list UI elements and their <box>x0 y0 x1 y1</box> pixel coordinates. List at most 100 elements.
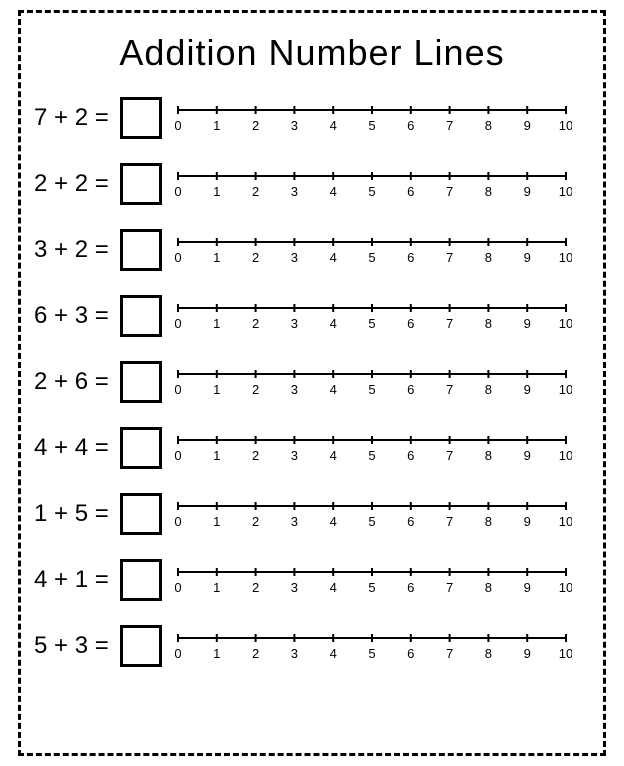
answer-box[interactable] <box>120 97 162 139</box>
equation-text: 2 + 6 = <box>30 368 116 396</box>
tick-label: 4 <box>330 382 337 397</box>
tick-label: 6 <box>407 118 414 133</box>
problem-rows: 7 + 2 =0123456789102 + 2 =0123456789103 … <box>22 96 602 668</box>
tick-label: 10 <box>559 448 572 463</box>
tick-label: 6 <box>407 646 414 661</box>
worksheet-page: Addition Number Lines 7 + 2 =01234567891… <box>0 0 624 766</box>
tick-label: 1 <box>213 250 220 265</box>
problem-row: 1 + 5 =012345678910 <box>30 492 594 536</box>
tick-label: 4 <box>330 118 337 133</box>
tick-label: 5 <box>368 184 375 199</box>
tick-label: 3 <box>291 580 298 595</box>
number-line: 012345678910 <box>172 492 572 532</box>
answer-box[interactable] <box>120 163 162 205</box>
tick-label: 3 <box>291 250 298 265</box>
problem-row: 6 + 3 =012345678910 <box>30 294 594 338</box>
tick-label: 2 <box>252 184 259 199</box>
tick-label: 4 <box>330 316 337 331</box>
tick-label: 5 <box>368 514 375 529</box>
tick-label: 9 <box>524 118 531 133</box>
tick-label: 8 <box>485 646 492 661</box>
tick-label: 10 <box>559 250 572 265</box>
tick-label: 2 <box>252 514 259 529</box>
tick-label: 0 <box>174 118 181 133</box>
tick-label: 8 <box>485 118 492 133</box>
tick-label: 4 <box>330 250 337 265</box>
answer-box[interactable] <box>120 229 162 271</box>
equation-text: 5 + 3 = <box>30 632 116 660</box>
problem-row: 2 + 2 =012345678910 <box>30 162 594 206</box>
answer-box[interactable] <box>120 493 162 535</box>
tick-label: 1 <box>213 646 220 661</box>
equation-text: 4 + 4 = <box>30 434 116 462</box>
tick-label: 3 <box>291 118 298 133</box>
tick-label: 3 <box>291 382 298 397</box>
number-line-container: 012345678910 <box>172 558 594 603</box>
equation-text: 7 + 2 = <box>30 104 116 132</box>
tick-label: 5 <box>368 448 375 463</box>
tick-label: 9 <box>524 184 531 199</box>
answer-box[interactable] <box>120 361 162 403</box>
problem-row: 5 + 3 =012345678910 <box>30 624 594 668</box>
number-line-container: 012345678910 <box>172 96 594 141</box>
tick-label: 6 <box>407 580 414 595</box>
tick-label: 0 <box>174 514 181 529</box>
tick-label: 6 <box>407 514 414 529</box>
tick-label: 3 <box>291 514 298 529</box>
tick-label: 3 <box>291 448 298 463</box>
number-line-container: 012345678910 <box>172 624 594 669</box>
problem-row: 4 + 1 =012345678910 <box>30 558 594 602</box>
answer-box[interactable] <box>120 625 162 667</box>
tick-label: 8 <box>485 514 492 529</box>
answer-box[interactable] <box>120 559 162 601</box>
number-line: 012345678910 <box>172 96 572 136</box>
tick-label: 2 <box>252 448 259 463</box>
tick-label: 3 <box>291 316 298 331</box>
tick-label: 3 <box>291 184 298 199</box>
tick-label: 0 <box>174 646 181 661</box>
equation-text: 2 + 2 = <box>30 170 116 198</box>
tick-label: 9 <box>524 250 531 265</box>
tick-label: 10 <box>559 514 572 529</box>
tick-label: 7 <box>446 316 453 331</box>
tick-label: 8 <box>485 448 492 463</box>
tick-label: 6 <box>407 448 414 463</box>
tick-label: 2 <box>252 316 259 331</box>
tick-label: 9 <box>524 514 531 529</box>
tick-label: 1 <box>213 514 220 529</box>
tick-label: 5 <box>368 580 375 595</box>
number-line-container: 012345678910 <box>172 162 594 207</box>
tick-label: 7 <box>446 580 453 595</box>
tick-label: 8 <box>485 250 492 265</box>
number-line-container: 012345678910 <box>172 426 594 471</box>
tick-label: 10 <box>559 184 572 199</box>
answer-box[interactable] <box>120 427 162 469</box>
tick-label: 2 <box>252 250 259 265</box>
tick-label: 1 <box>213 316 220 331</box>
equation-text: 4 + 1 = <box>30 566 116 594</box>
tick-label: 7 <box>446 514 453 529</box>
answer-box[interactable] <box>120 295 162 337</box>
tick-label: 9 <box>524 316 531 331</box>
number-line: 012345678910 <box>172 624 572 664</box>
number-line-container: 012345678910 <box>172 294 594 339</box>
tick-label: 3 <box>291 646 298 661</box>
number-line-container: 012345678910 <box>172 228 594 273</box>
tick-label: 6 <box>407 250 414 265</box>
tick-label: 4 <box>330 448 337 463</box>
tick-label: 10 <box>559 580 572 595</box>
number-line: 012345678910 <box>172 558 572 598</box>
problem-row: 4 + 4 =012345678910 <box>30 426 594 470</box>
tick-label: 10 <box>559 316 572 331</box>
number-line: 012345678910 <box>172 426 572 466</box>
tick-label: 7 <box>446 184 453 199</box>
tick-label: 5 <box>368 118 375 133</box>
tick-label: 8 <box>485 316 492 331</box>
number-line-container: 012345678910 <box>172 492 594 537</box>
tick-label: 0 <box>174 382 181 397</box>
tick-label: 8 <box>485 184 492 199</box>
equation-text: 3 + 2 = <box>30 236 116 264</box>
problem-row: 2 + 6 =012345678910 <box>30 360 594 404</box>
tick-label: 6 <box>407 382 414 397</box>
tick-label: 0 <box>174 250 181 265</box>
